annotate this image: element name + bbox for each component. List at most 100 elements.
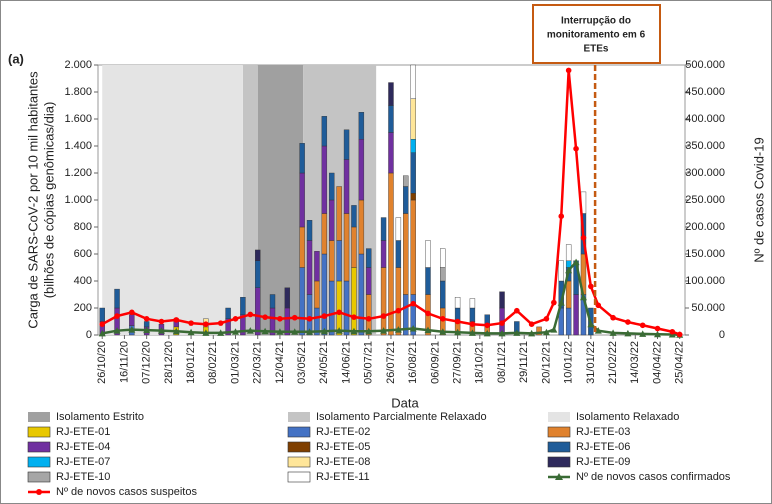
y-tick-label: 1.200 (64, 167, 92, 179)
marker (202, 329, 210, 336)
y-tick-label: 400 (74, 275, 92, 287)
bar-segment (299, 226, 305, 268)
bar-segment (454, 297, 461, 309)
marker (350, 327, 358, 335)
bar-segment (358, 112, 365, 140)
x-tick-label: 28/12/20 (163, 341, 175, 384)
bar-segment (388, 132, 394, 174)
marker (336, 309, 342, 316)
legend-label: Isolamento Relaxado (576, 411, 679, 423)
bar-segment (410, 199, 416, 295)
y2-tick-label: 150.000 (685, 248, 725, 260)
bar-segment (321, 116, 328, 147)
marker (320, 327, 328, 335)
y2-tick-label: 450.000 (685, 86, 725, 98)
bar-segment (255, 260, 261, 288)
marker (157, 327, 165, 334)
legend-swatch (287, 471, 311, 483)
x-tick-label: 26/07/21 (385, 341, 397, 384)
x-tick-label: 16/08/21 (407, 341, 419, 384)
bar-segment (336, 240, 342, 282)
annotation-box (532, 4, 661, 64)
marker (261, 327, 269, 335)
marker (143, 316, 150, 322)
marker (573, 145, 579, 152)
y-tick-label: 1.000 (64, 194, 92, 206)
marker (380, 327, 388, 334)
legend-swatch (28, 412, 50, 422)
y-tick-label: 600 (74, 248, 92, 260)
marker (484, 322, 491, 329)
legend-swatch (288, 412, 310, 422)
x-tick-label: 20/12/21 (540, 341, 552, 384)
bar-segment (329, 240, 335, 282)
marker (173, 317, 180, 323)
legend-swatch (27, 471, 51, 483)
bar-segment (565, 280, 572, 309)
marker (129, 309, 135, 316)
marker (98, 329, 106, 337)
legend-label: RJ-ETE-09 (576, 456, 630, 468)
legend-label: RJ-ETE-03 (576, 426, 630, 438)
panel-label: (a) (8, 51, 24, 66)
legend-label: RJ-ETE-02 (316, 426, 370, 438)
marker (572, 258, 580, 266)
bar-segment (358, 253, 365, 336)
bar-segment (440, 267, 446, 282)
marker (514, 307, 520, 314)
marker (558, 213, 565, 219)
y-tick-label: 200 (74, 302, 92, 314)
legend-swatch (547, 426, 571, 438)
y2-tick-label: 350.000 (685, 140, 725, 152)
marker (306, 316, 313, 322)
marker (231, 328, 239, 335)
marker (365, 327, 373, 335)
marker (499, 320, 505, 326)
bar-segment (380, 240, 387, 268)
bar-segment (336, 280, 342, 336)
x-axis-title: Data (391, 395, 419, 410)
marker (247, 311, 254, 318)
marker (595, 302, 602, 309)
y-tick-label: 1.400 (64, 140, 92, 152)
bar-segment (395, 267, 402, 336)
bar-segment (284, 287, 291, 309)
x-tick-label: 18/10/21 (474, 341, 486, 384)
y-tick-label: 800 (74, 221, 92, 233)
marker (565, 266, 573, 274)
marker (351, 314, 357, 320)
bar-segment (269, 294, 276, 309)
x-tick-label: 21/02/22 (607, 341, 619, 384)
marker (551, 299, 557, 306)
x-tick-label: 14/03/22 (629, 341, 641, 384)
marker (439, 328, 447, 335)
marker (172, 327, 180, 335)
marker (654, 325, 661, 332)
marker (528, 329, 536, 337)
bar-segment (410, 64, 416, 99)
bar-segment (314, 251, 320, 282)
legend-marker (36, 489, 42, 495)
bar-segment (425, 267, 431, 295)
y-tick-label: 1.800 (64, 86, 92, 98)
marker (676, 331, 683, 338)
legend-label: RJ-ETE-10 (56, 471, 110, 483)
legend-swatch (547, 441, 571, 453)
x-tick-label: 29/11/21 (518, 341, 530, 383)
marker (188, 320, 194, 326)
bar-segment (143, 321, 150, 328)
marker (454, 318, 461, 325)
bar-segment (321, 213, 328, 255)
annotation-text: Interrupção do (561, 16, 631, 27)
region (257, 65, 304, 335)
bar-segment (388, 82, 394, 106)
legend-label: Isolamento Estrito (56, 411, 144, 423)
legend-label: RJ-ETE-01 (56, 426, 110, 438)
marker (365, 316, 372, 322)
y-tick-label: 2.000 (64, 59, 92, 71)
marker (654, 330, 662, 338)
marker (543, 316, 550, 322)
x-tick-label: 08/11/21 (496, 341, 508, 383)
bar-segment (343, 159, 350, 214)
